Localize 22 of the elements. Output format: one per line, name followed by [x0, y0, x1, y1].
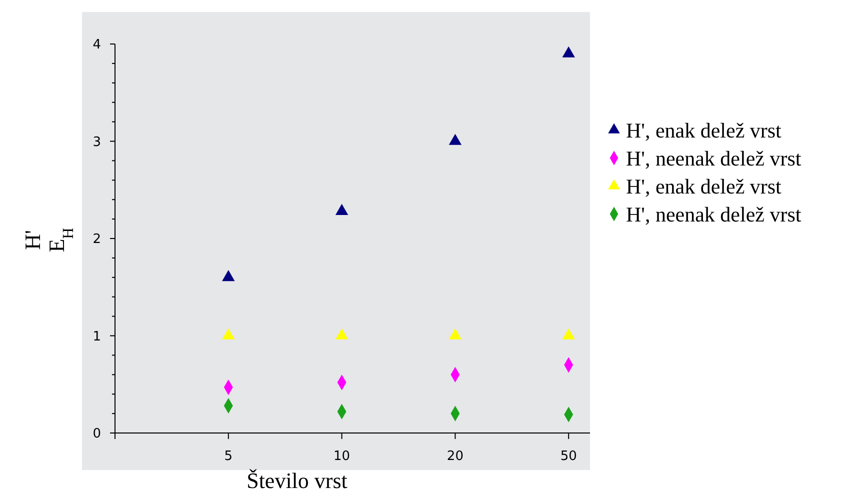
x-tick-label: 5: [224, 449, 233, 464]
x-tick-label: 10: [334, 449, 350, 464]
point: [335, 204, 348, 215]
x-axis-title: Število vrst: [246, 468, 348, 492]
y-tick-label: 4: [92, 38, 101, 53]
legend-label: H', neenak delež vrst: [626, 202, 802, 226]
point: [335, 328, 348, 340]
x-tick-label: 50: [560, 449, 577, 464]
point: [222, 270, 235, 282]
point: [448, 328, 462, 340]
point: [448, 134, 462, 145]
y-tick-label: 2: [92, 232, 101, 248]
y-tick-label: 1: [92, 329, 101, 344]
legend-label: H', neenak delež vrst: [626, 146, 802, 170]
y-tick-label: 0: [92, 426, 101, 442]
point: [562, 46, 575, 58]
x-tick-label: 20: [446, 449, 464, 464]
legend-label: H', enak delež vrst: [626, 174, 782, 198]
y-tick-label: 3: [92, 134, 101, 150]
legend-label: H', enak delež vrst: [626, 118, 782, 142]
point: [562, 328, 575, 340]
point: [222, 328, 235, 340]
